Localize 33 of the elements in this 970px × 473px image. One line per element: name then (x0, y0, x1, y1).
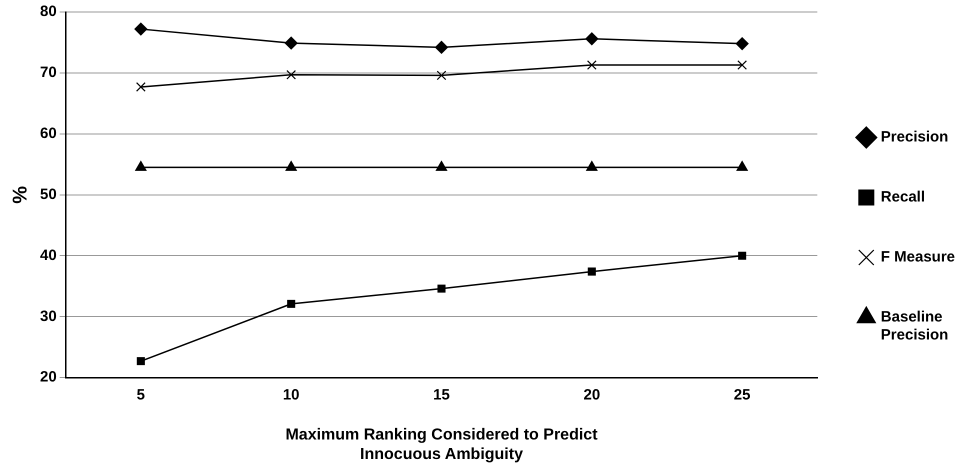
point (437, 284, 446, 293)
point (284, 36, 298, 50)
y-tick-label: 50 (40, 186, 57, 203)
point (136, 357, 145, 366)
y-axis-title: % (10, 186, 32, 204)
legend-label: Recall (880, 188, 926, 206)
point (585, 32, 598, 46)
point (736, 37, 749, 50)
x-axis-title: Maximum Ranking Considered to Predict Innocuous Ambiguity (285, 426, 598, 463)
y-tick-label: 40 (40, 246, 57, 264)
legend-label: Baseline Precision (880, 308, 948, 344)
point (738, 252, 746, 260)
point (586, 60, 597, 70)
x-tick-label: 10 (282, 386, 300, 404)
point (136, 82, 146, 92)
x-tick-label: 20 (583, 386, 600, 404)
point (287, 300, 296, 308)
point (436, 70, 446, 80)
point (737, 60, 747, 70)
point (434, 40, 448, 54)
legend-label: F Measure (880, 248, 956, 266)
x-tick-label: 15 (433, 386, 450, 404)
y-tick-label: 60 (40, 125, 57, 142)
y-tick-label: 30 (40, 308, 57, 325)
legend-label: Precision (880, 128, 948, 146)
x-tick-label: 25 (734, 386, 750, 404)
x-tick-label: 5 (136, 386, 146, 404)
point (286, 70, 296, 80)
point (588, 268, 596, 276)
y-tick-label: 80 (40, 3, 57, 20)
y-tick-label: 70 (40, 64, 57, 82)
y-tick-label: 20 (40, 368, 57, 386)
point (134, 22, 148, 36)
